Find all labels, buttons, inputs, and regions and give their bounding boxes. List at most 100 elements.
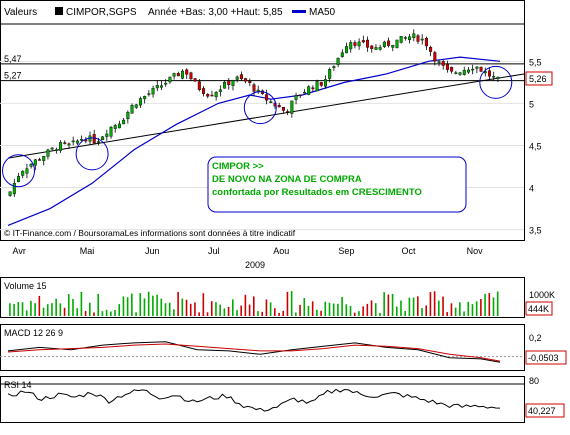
volume-bar	[248, 304, 251, 316]
candle-body	[50, 147, 54, 150]
volume-bar	[210, 301, 213, 316]
candle-body	[126, 111, 130, 120]
level-label-lower: 5,27	[4, 71, 22, 81]
candle-body	[466, 69, 470, 73]
candle-body	[433, 52, 437, 62]
candle-body	[416, 35, 420, 42]
x-label-month: Oct	[401, 246, 416, 256]
candle-body	[353, 42, 357, 46]
volume-bar	[139, 293, 142, 316]
rsi-last-tag	[525, 403, 565, 418]
rsi-line	[7, 388, 501, 412]
candle-body	[231, 80, 235, 86]
candle-body	[370, 45, 374, 49]
volume-bar	[147, 291, 150, 316]
volume-bar	[324, 301, 327, 316]
x-label-month: Aou	[273, 246, 289, 256]
volume-bar	[282, 310, 285, 316]
volume-bar	[84, 311, 87, 316]
volume-bar	[446, 312, 449, 316]
candle-body	[202, 88, 206, 94]
candle-body	[138, 98, 142, 106]
candle-body	[265, 94, 269, 101]
price-y-tick: 4,5	[529, 141, 542, 151]
volume-bar	[152, 295, 154, 316]
volume-bar	[51, 303, 53, 316]
rsi-tick-80: 80	[529, 376, 539, 386]
level-label-upper: 5,47	[4, 54, 22, 64]
annotation-box	[207, 156, 467, 213]
volume-bar	[459, 302, 461, 316]
candle-body	[281, 107, 285, 111]
volume-bar	[438, 300, 440, 316]
volume-bar	[328, 302, 331, 316]
candle-body	[189, 72, 193, 80]
candle-body	[277, 105, 281, 108]
candle-body	[378, 47, 382, 50]
volume-bar	[316, 309, 318, 316]
volume-bar	[265, 299, 268, 316]
volume-bar	[122, 296, 125, 316]
x-label-month: Mai	[80, 246, 95, 256]
candle-body	[408, 36, 412, 41]
volume-bar	[59, 303, 62, 316]
volume-tick-max: 1000K	[529, 290, 555, 300]
volume-bar	[412, 297, 415, 316]
volume-bar	[261, 311, 264, 316]
candle-body	[340, 52, 344, 57]
volume-bar	[215, 302, 217, 316]
candle-body	[332, 66, 336, 68]
volume-bar	[253, 296, 255, 316]
x-label-month: Jun	[145, 246, 160, 256]
macd-tick-0-2: 0,2	[529, 333, 542, 343]
candle-body	[290, 100, 294, 114]
candle-body	[84, 139, 88, 142]
candle-body	[412, 33, 416, 39]
candle-body	[294, 95, 298, 100]
candle-body	[374, 47, 378, 50]
macd-last-value: -0,0503	[528, 353, 559, 363]
volume-bar	[97, 293, 100, 316]
volume-bar	[219, 304, 221, 316]
volume-bar	[34, 303, 36, 316]
volume-bar	[332, 303, 335, 316]
candle-body	[101, 136, 105, 141]
volume-bar	[189, 303, 192, 316]
candle-body	[269, 101, 273, 103]
candle-body	[168, 76, 172, 83]
volume-bar	[89, 302, 91, 316]
volume-bar	[160, 298, 163, 316]
candle-body	[298, 94, 302, 97]
header-ma-label: MA50	[309, 7, 336, 18]
rsi-last-value: 40,227	[528, 406, 556, 416]
volume-bar	[387, 294, 390, 316]
candle-body	[176, 73, 180, 77]
volume-bar	[227, 306, 230, 316]
volume-panel-frame	[0, 277, 525, 318]
candle-body	[458, 72, 462, 75]
candle-body	[185, 69, 189, 75]
candle-body	[113, 125, 117, 129]
volume-bar	[55, 298, 57, 316]
candle-body	[302, 91, 306, 94]
volume-bar	[181, 298, 184, 316]
volume-bar	[484, 293, 486, 316]
price-y-tick: 3,5	[529, 226, 542, 236]
candle-body	[223, 81, 227, 89]
volume-bar	[164, 303, 167, 316]
candle-body	[424, 37, 428, 47]
volume-bar	[274, 308, 276, 316]
volume-bar	[257, 311, 259, 316]
candle-body	[437, 61, 441, 63]
highlight-circle	[75, 137, 109, 171]
volume-bar	[353, 312, 356, 316]
year-label: 2009	[245, 260, 265, 270]
volume-bar	[295, 312, 297, 316]
volume-bar	[17, 302, 20, 316]
candle-body	[239, 74, 243, 80]
volume-bar	[400, 300, 402, 316]
volume-bar	[198, 312, 200, 316]
candle-body	[395, 39, 399, 48]
candle-body	[357, 41, 361, 47]
